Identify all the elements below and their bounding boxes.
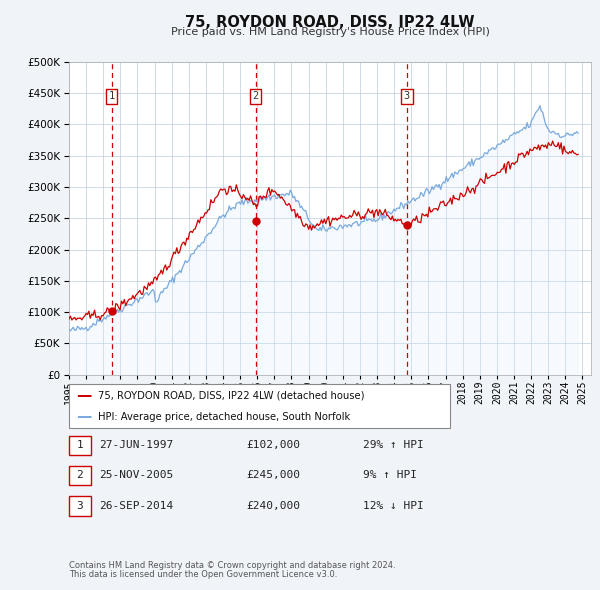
Text: 2: 2 xyxy=(76,470,83,480)
Text: 75, ROYDON ROAD, DISS, IP22 4LW: 75, ROYDON ROAD, DISS, IP22 4LW xyxy=(185,15,475,30)
Text: This data is licensed under the Open Government Licence v3.0.: This data is licensed under the Open Gov… xyxy=(69,570,337,579)
Text: 26-SEP-2014: 26-SEP-2014 xyxy=(99,501,173,510)
Text: —: — xyxy=(76,409,92,424)
Text: 1: 1 xyxy=(76,441,83,450)
Text: Price paid vs. HM Land Registry's House Price Index (HPI): Price paid vs. HM Land Registry's House … xyxy=(170,27,490,37)
Text: 27-JUN-1997: 27-JUN-1997 xyxy=(99,441,173,450)
Text: 9% ↑ HPI: 9% ↑ HPI xyxy=(363,470,417,480)
Text: 29% ↑ HPI: 29% ↑ HPI xyxy=(363,441,424,450)
Text: 3: 3 xyxy=(404,91,410,101)
Text: £240,000: £240,000 xyxy=(246,501,300,510)
Text: £245,000: £245,000 xyxy=(246,470,300,480)
Text: Contains HM Land Registry data © Crown copyright and database right 2024.: Contains HM Land Registry data © Crown c… xyxy=(69,560,395,569)
Text: 25-NOV-2005: 25-NOV-2005 xyxy=(99,470,173,480)
Text: 1: 1 xyxy=(109,91,115,101)
Text: £102,000: £102,000 xyxy=(246,441,300,450)
Text: 2: 2 xyxy=(253,91,259,101)
Text: 75, ROYDON ROAD, DISS, IP22 4LW (detached house): 75, ROYDON ROAD, DISS, IP22 4LW (detache… xyxy=(98,391,364,401)
Text: —: — xyxy=(76,388,92,404)
Text: HPI: Average price, detached house, South Norfolk: HPI: Average price, detached house, Sout… xyxy=(98,412,350,422)
Text: 12% ↓ HPI: 12% ↓ HPI xyxy=(363,501,424,510)
Text: 3: 3 xyxy=(76,501,83,510)
